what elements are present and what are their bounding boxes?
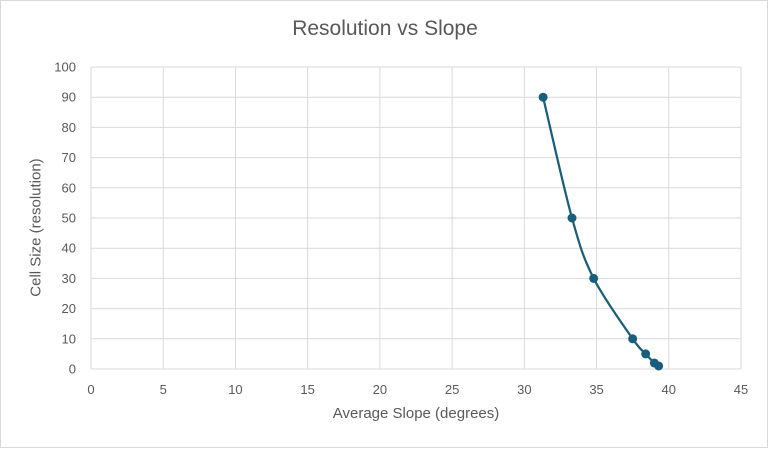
x-tick-label: 0 [87,382,94,397]
x-tick-label: 15 [300,382,314,397]
y-axis-title: Cell Size (resolution) [27,158,45,297]
y-tick-label: 90 [62,90,76,105]
data-point [628,334,638,344]
y-tick-label: 20 [62,301,76,316]
y-tick-label: 80 [62,120,76,135]
y-tick-label: 0 [69,362,76,377]
y-tick-label: 30 [62,271,76,286]
series-line [542,96,660,367]
data-point [654,361,664,371]
y-tick-label: 60 [62,180,76,195]
data-point [567,213,577,223]
y-tick-label: 50 [62,211,76,226]
x-tick-label: 10 [228,382,242,397]
data-point [538,92,548,102]
data-point [641,349,651,359]
x-tick-label: 35 [589,382,603,397]
y-tick-label: 10 [62,331,76,346]
data-point [589,273,599,283]
y-tick-label: 40 [62,241,76,256]
chart-title: Resolution vs Slope [292,17,478,40]
x-tick-label: 30 [517,382,531,397]
x-tick-label: 25 [445,382,459,397]
x-tick-label: 20 [373,382,387,397]
x-tick-label: 45 [734,382,748,397]
x-tick-label: 40 [662,382,676,397]
y-tick-label: 70 [62,150,76,165]
x-axis-title: Average Slope (degrees) [332,405,500,422]
y-tick-label: 100 [54,60,76,75]
x-tick-label: 5 [160,382,167,397]
